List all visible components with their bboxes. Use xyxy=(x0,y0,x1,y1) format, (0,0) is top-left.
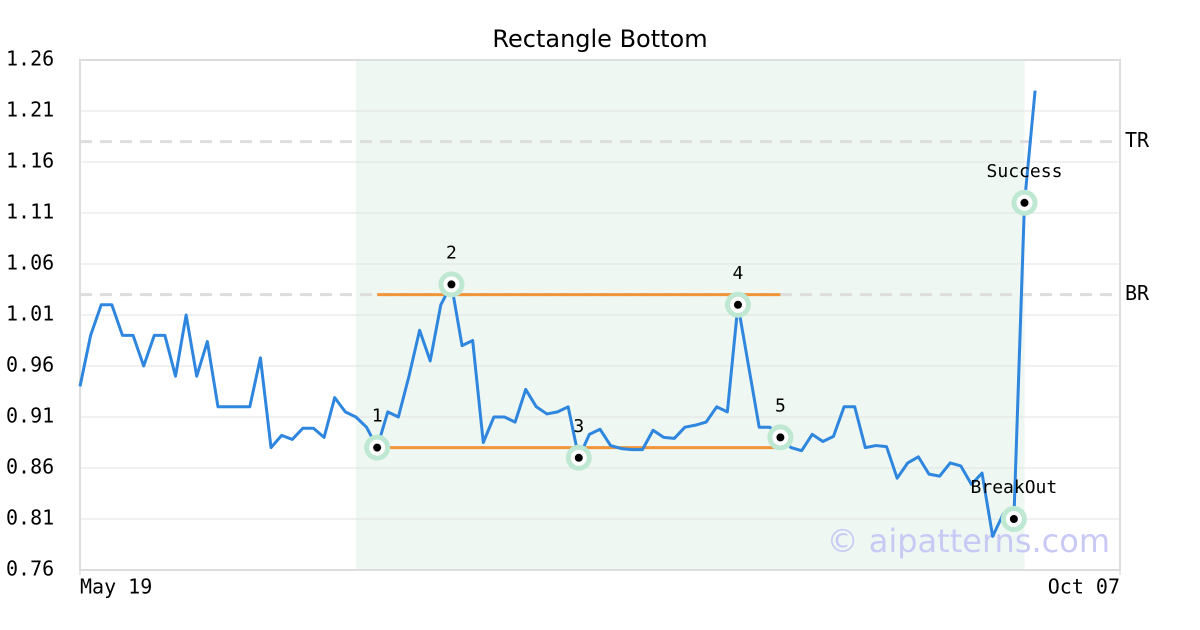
y-tick-label: 1.11 xyxy=(6,200,54,224)
y-tick-label: 0.91 xyxy=(6,404,54,428)
point-dot xyxy=(373,443,382,452)
point-label: 5 xyxy=(775,395,786,416)
point-label: 3 xyxy=(573,416,584,437)
point-label: BreakOut xyxy=(971,477,1058,498)
y-tick-label: 1.01 xyxy=(6,302,54,326)
point-label: 1 xyxy=(372,406,383,427)
y-tick-label: 1.06 xyxy=(6,251,54,275)
point-label: 2 xyxy=(446,242,457,263)
y-tick-label: 0.76 xyxy=(6,557,54,581)
y-tick-label: 1.26 xyxy=(6,47,54,71)
plot-frame xyxy=(79,59,1121,571)
y-tick-label: 0.96 xyxy=(6,353,54,377)
point-label: 4 xyxy=(733,263,744,284)
level-label: TR xyxy=(1125,128,1150,152)
y-tick-label: 0.81 xyxy=(6,506,54,530)
x-tick-label: Oct 07 xyxy=(1048,575,1120,599)
y-tick-label: 0.86 xyxy=(6,455,54,479)
y-tick-label: 1.21 xyxy=(6,98,54,122)
chart-title: Rectangle Bottom xyxy=(492,25,707,53)
point-dot xyxy=(733,300,742,309)
point-dot xyxy=(574,453,583,462)
point-dot xyxy=(447,280,456,289)
point-label: Success xyxy=(987,161,1063,182)
level-label: BR xyxy=(1125,281,1150,305)
point-dot xyxy=(1009,515,1018,523)
watermark: © aipatterns.com xyxy=(827,522,1110,560)
y-tick-label: 1.16 xyxy=(6,149,54,173)
x-tick-label: May 19 xyxy=(80,575,152,599)
price-line xyxy=(78,90,1037,538)
point-dot xyxy=(1020,198,1029,207)
point-dot xyxy=(776,433,785,442)
